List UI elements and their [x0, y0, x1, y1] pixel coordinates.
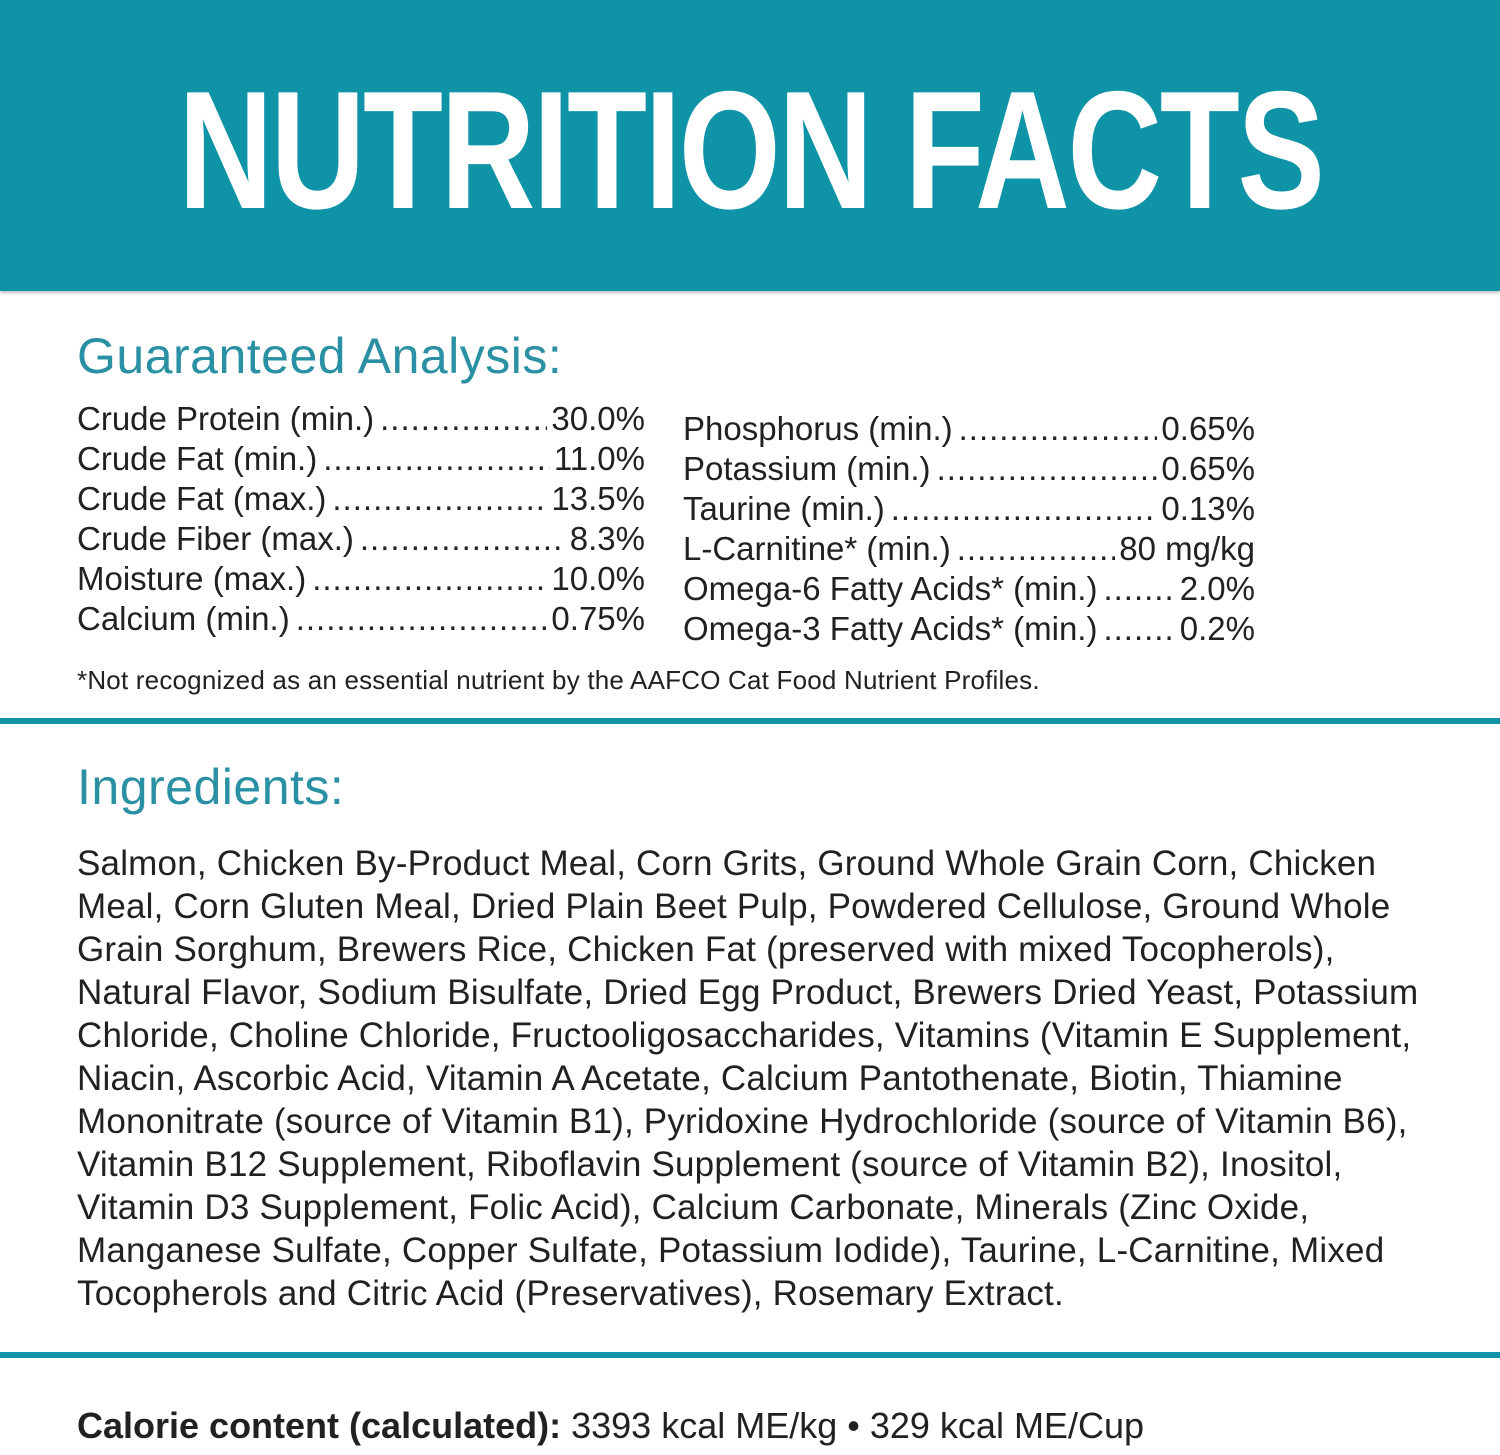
analysis-row: Phosphorus (min.) 0.65%	[683, 409, 1255, 449]
ingredients-heading: Ingredients:	[77, 759, 345, 815]
analysis-row: Crude Fat (min.) 11.0%	[77, 439, 645, 479]
analysis-row: Crude Fiber (max.) 8.3%	[77, 519, 645, 559]
dot-leader	[360, 519, 566, 559]
analysis-row: L-Carnitine* (min.) 80 mg/kg	[683, 529, 1255, 569]
dot-leader	[959, 409, 1158, 449]
calorie-content-value: 3393 kcal ME/kg • 329 kcal ME/Cup	[571, 1405, 1144, 1446]
guaranteed-analysis-heading: Guaranteed Analysis:	[77, 328, 563, 384]
dot-leader	[296, 599, 548, 639]
analysis-value: 8.3%	[569, 520, 645, 557]
analysis-label: Crude Fiber (max.)	[77, 520, 354, 557]
dot-leader	[323, 439, 550, 479]
calorie-content-label: Calorie content (calculated):	[77, 1405, 562, 1446]
dot-leader	[312, 559, 547, 599]
dot-leader	[1103, 609, 1175, 649]
analysis-label: Phosphorus (min.)	[683, 410, 953, 447]
dot-leader	[380, 399, 547, 439]
calorie-content-line: Calorie content (calculated): 3393 kcal …	[77, 1405, 1144, 1447]
analysis-label: Calcium (min.)	[77, 600, 290, 637]
analysis-row: Taurine (min.) 0.13%	[683, 489, 1255, 529]
dot-leader	[891, 489, 1158, 529]
analysis-value: 13.5%	[551, 480, 645, 517]
dot-leader	[1103, 569, 1175, 609]
analysis-label: Crude Fat (max.)	[77, 480, 327, 517]
analysis-row: Calcium (min.) 0.75%	[77, 599, 645, 639]
analysis-value: 0.65%	[1161, 410, 1255, 447]
analysis-row: Crude Fat (max.) 13.5%	[77, 479, 645, 519]
ingredients-section: Ingredients: Salmon, Chicken By-Product …	[0, 758, 1500, 1315]
analysis-value: 0.65%	[1161, 450, 1255, 487]
analysis-column-left: Crude Protein (min.) 30.0% Crude Fat (mi…	[77, 399, 645, 649]
dot-leader	[937, 449, 1158, 489]
analysis-row: Omega-6 Fatty Acids* (min.) 2.0%	[683, 569, 1255, 609]
analysis-row: Moisture (max.) 10.0%	[77, 559, 645, 599]
analysis-label: L-Carnitine* (min.)	[683, 530, 951, 567]
analysis-value: 30.0%	[551, 400, 645, 437]
dot-leader	[957, 529, 1116, 569]
dot-leader	[332, 479, 547, 519]
analysis-column-right: Phosphorus (min.) 0.65% Potassium (min.)…	[683, 409, 1255, 649]
guaranteed-analysis-table: Crude Protein (min.) 30.0% Crude Fat (mi…	[77, 399, 1255, 649]
label-content: Guaranteed Analysis: Crude Protein (min.…	[0, 327, 1500, 696]
analysis-value: 2.0%	[1179, 570, 1255, 607]
analysis-row: Crude Protein (min.) 30.0%	[77, 399, 645, 439]
analysis-label: Potassium (min.)	[683, 450, 931, 487]
analysis-label: Crude Fat (min.)	[77, 440, 318, 477]
analysis-value: 0.2%	[1179, 610, 1255, 647]
analysis-label: Omega-6 Fatty Acids* (min.)	[683, 570, 1098, 607]
analysis-value: 11.0%	[553, 440, 645, 477]
analysis-label: Moisture (max.)	[77, 560, 307, 597]
title-banner: NUTRITION FACTS	[0, 0, 1500, 291]
analysis-value: 0.75%	[551, 600, 645, 637]
page-title: NUTRITION FACTS	[177, 55, 1325, 244]
section-divider	[0, 1352, 1500, 1358]
analysis-value: 80 mg/kg	[1119, 530, 1255, 567]
analysis-label: Crude Protein (min.)	[77, 400, 375, 437]
analysis-value: 10.0%	[551, 560, 645, 597]
analysis-label: Taurine (min.)	[683, 490, 885, 527]
analysis-label: Omega-3 Fatty Acids* (min.)	[683, 610, 1098, 647]
section-divider	[0, 718, 1500, 724]
analysis-row: Omega-3 Fatty Acids* (min.) 0.2%	[683, 609, 1255, 649]
analysis-value: 0.13%	[1161, 490, 1255, 527]
ingredients-list: Salmon, Chicken By-Product Meal, Corn Gr…	[77, 844, 1419, 1313]
aafco-footnote: *Not recognized as an essential nutrient…	[77, 665, 1040, 695]
analysis-row: Potassium (min.) 0.65%	[683, 449, 1255, 489]
